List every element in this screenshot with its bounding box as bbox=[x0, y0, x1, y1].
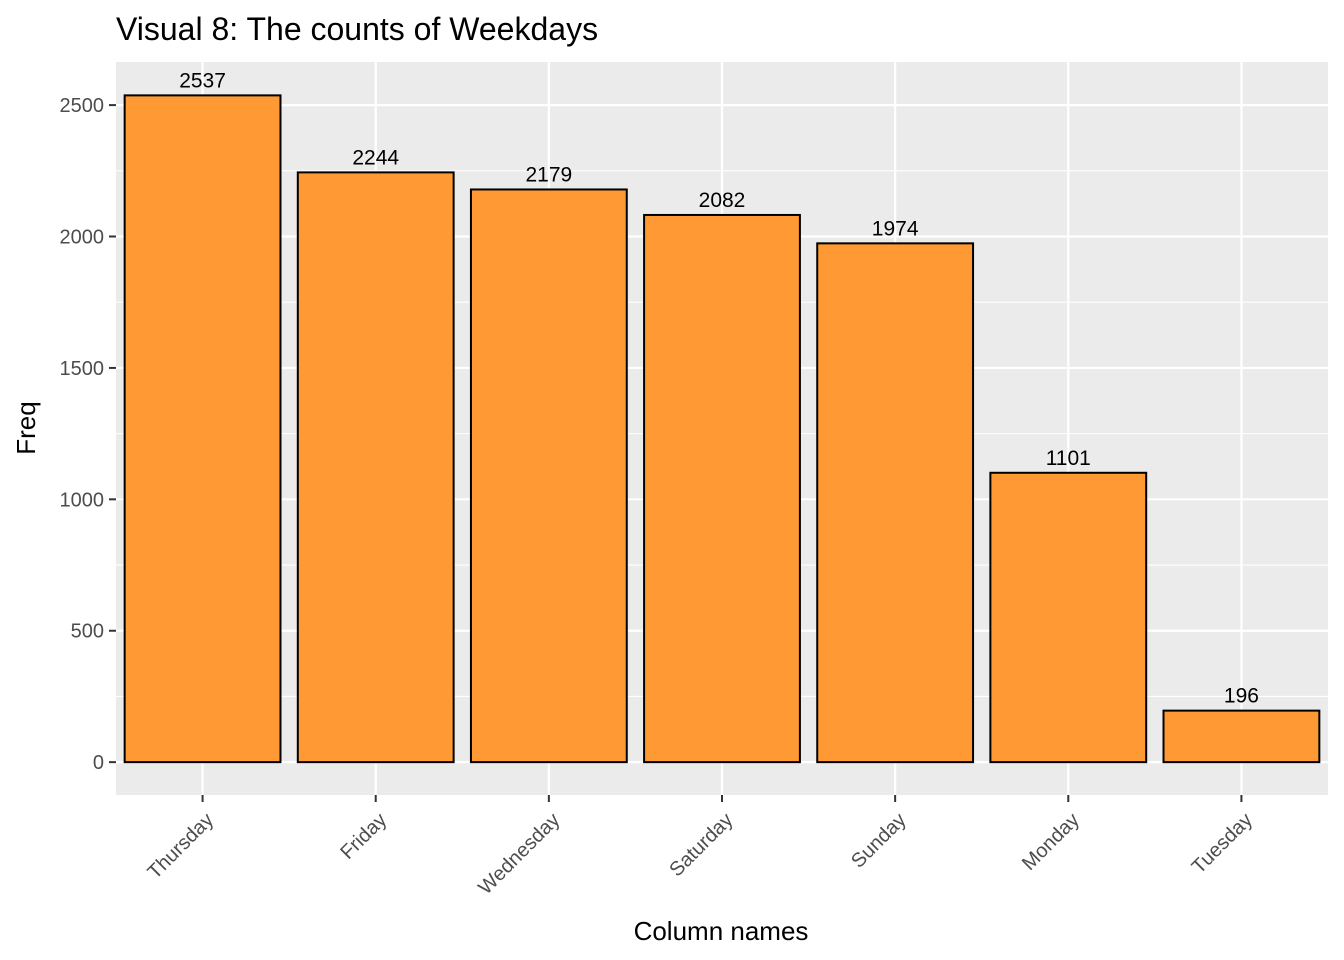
x-tick-label-tuesday: Tuesday bbox=[1188, 809, 1257, 878]
y-tick-label: 1500 bbox=[60, 358, 105, 380]
bar-saturday bbox=[643, 213, 801, 764]
y-axis: 0 500 1000 1500 2000 2500 bbox=[60, 95, 116, 774]
data-label-monday: 1101 bbox=[1046, 447, 1091, 470]
data-label-sunday: 1974 bbox=[872, 217, 919, 240]
chart-title: Visual 8: The counts of Weekdays bbox=[116, 11, 598, 47]
data-label-thursday: 2537 bbox=[179, 69, 226, 92]
y-tick-label: 2500 bbox=[60, 95, 105, 117]
data-label-tuesday: 196 bbox=[1224, 685, 1259, 708]
data-label-friday: 2244 bbox=[352, 146, 399, 169]
bar-tuesday bbox=[1162, 709, 1321, 764]
bars bbox=[123, 94, 1321, 764]
bar-monday bbox=[989, 471, 1148, 764]
bar-wednesday bbox=[469, 188, 628, 764]
x-tick-label-monday: Monday bbox=[1018, 809, 1084, 875]
y-tick-label: 0 bbox=[93, 752, 104, 774]
y-tick-label: 500 bbox=[71, 621, 104, 643]
y-tick-label: 2000 bbox=[60, 227, 105, 249]
bar-thursday bbox=[123, 94, 282, 764]
bar-friday bbox=[296, 171, 455, 764]
x-tick-label-friday: Friday bbox=[336, 809, 391, 864]
y-axis-title: Freq bbox=[11, 401, 41, 454]
x-axis-title: Column names bbox=[634, 916, 809, 946]
y-tick-label: 1000 bbox=[60, 489, 105, 511]
x-tick-label-thursday: Thursday bbox=[144, 809, 219, 884]
x-axis: Thursday Friday Wednesday Saturday Sunday Mon… bbox=[144, 795, 1257, 899]
data-label-saturday: 2082 bbox=[699, 189, 746, 212]
bar-sunday bbox=[816, 242, 975, 764]
data-label-wednesday: 2179 bbox=[525, 163, 572, 186]
x-tick-label-wednesday: Wednesday bbox=[474, 809, 564, 899]
data-labels: 2537 2244 2179 2082 1974 1101 196 bbox=[179, 69, 1259, 707]
x-tick-label-sunday: Sunday bbox=[847, 809, 911, 873]
x-tick-label-saturday: Saturday bbox=[665, 809, 737, 881]
